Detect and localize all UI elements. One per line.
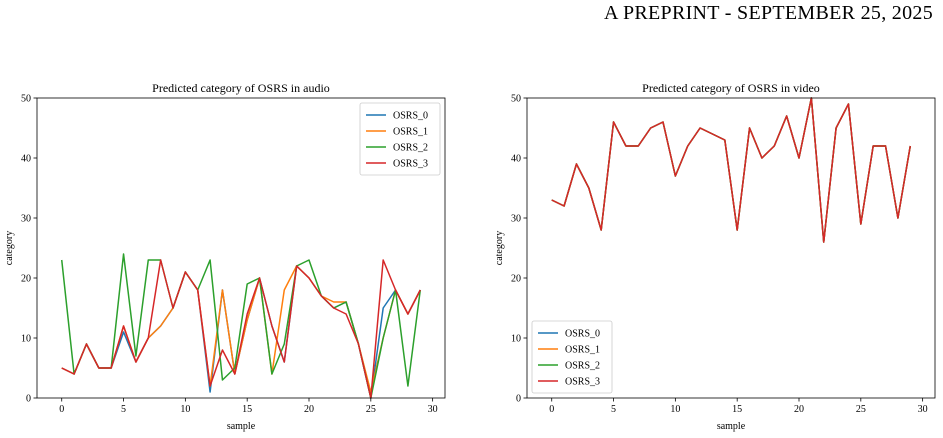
legend-label-osrs-0: OSRS_0 bbox=[393, 111, 428, 122]
x-tick-label: 20 bbox=[304, 404, 314, 415]
series-line-osrs-2 bbox=[551, 97, 912, 243]
x-tick-label: 0 bbox=[59, 404, 64, 415]
y-tick-label: 50 bbox=[21, 94, 31, 105]
chart-1: Predicted category of OSRS in audio 0 5 10 1… bbox=[4, 81, 446, 432]
y-tick-label: 40 bbox=[21, 154, 31, 165]
plot-frame bbox=[526, 97, 936, 399]
series-line-osrs-0 bbox=[551, 97, 912, 243]
legend-label-osrs-3: OSRS_3 bbox=[393, 159, 428, 170]
x-tick-label: 5 bbox=[121, 404, 126, 415]
y-axis-label: category bbox=[4, 231, 15, 265]
y-tick-label: 50 bbox=[511, 94, 521, 105]
x-tick-label: 20 bbox=[794, 404, 804, 415]
x-tick-label: 25 bbox=[366, 404, 376, 415]
plot-frame bbox=[36, 97, 446, 399]
x-tick-label: 30 bbox=[428, 404, 438, 415]
y-tick-label: 10 bbox=[21, 334, 31, 345]
x-axis-label: sample bbox=[717, 421, 746, 432]
chart-title: Predicted category of OSRS in audio bbox=[152, 81, 330, 95]
x-tick-label: 15 bbox=[242, 404, 252, 415]
y-tick-label: 40 bbox=[511, 154, 521, 165]
x-tick-label: 25 bbox=[856, 404, 866, 415]
x-tick-label: 0 bbox=[549, 404, 554, 415]
y-axis-label: category bbox=[494, 231, 505, 265]
legend-label-osrs-0: OSRS_0 bbox=[565, 329, 600, 340]
legend-label-osrs-1: OSRS_1 bbox=[565, 345, 600, 356]
series-line-osrs-1 bbox=[551, 97, 912, 243]
x-tick-label: 15 bbox=[732, 404, 742, 415]
chart-title: Predicted category of OSRS in video bbox=[642, 81, 820, 95]
y-tick-label: 0 bbox=[516, 394, 521, 405]
legend-label-osrs-2: OSRS_2 bbox=[565, 361, 600, 372]
legend-label-osrs-1: OSRS_1 bbox=[393, 127, 428, 138]
y-tick-label: 30 bbox=[511, 214, 521, 225]
x-tick-label: 30 bbox=[918, 404, 928, 415]
y-tick-label: 0 bbox=[26, 394, 31, 405]
x-axis-label: sample bbox=[227, 421, 256, 432]
legend-box bbox=[531, 320, 613, 394]
legend-box bbox=[359, 102, 441, 176]
legend: OSRS_0 OSRS_1 OSRS_2 OSRS_3 bbox=[359, 102, 441, 176]
y-tick-label: 20 bbox=[21, 274, 31, 285]
page-header: A PREPRINT - SEPTEMBER 25, 2025 bbox=[604, 2, 933, 24]
x-tick-label: 10 bbox=[180, 404, 190, 415]
series-line-osrs-3 bbox=[551, 97, 912, 243]
x-tick-label: 5 bbox=[611, 404, 616, 415]
legend-label-osrs-2: OSRS_2 bbox=[393, 143, 428, 154]
chart-2: Predicted category of OSRS in video 0 5 10 1… bbox=[494, 81, 936, 432]
legend: OSRS_0 OSRS_1 OSRS_2 OSRS_3 bbox=[531, 320, 613, 394]
y-tick-label: 20 bbox=[511, 274, 521, 285]
y-tick-label: 10 bbox=[511, 334, 521, 345]
series-line-osrs-3 bbox=[61, 259, 421, 399]
y-tick-label: 30 bbox=[21, 214, 31, 225]
x-tick-label: 10 bbox=[670, 404, 680, 415]
legend-label-osrs-3: OSRS_3 bbox=[565, 377, 600, 388]
